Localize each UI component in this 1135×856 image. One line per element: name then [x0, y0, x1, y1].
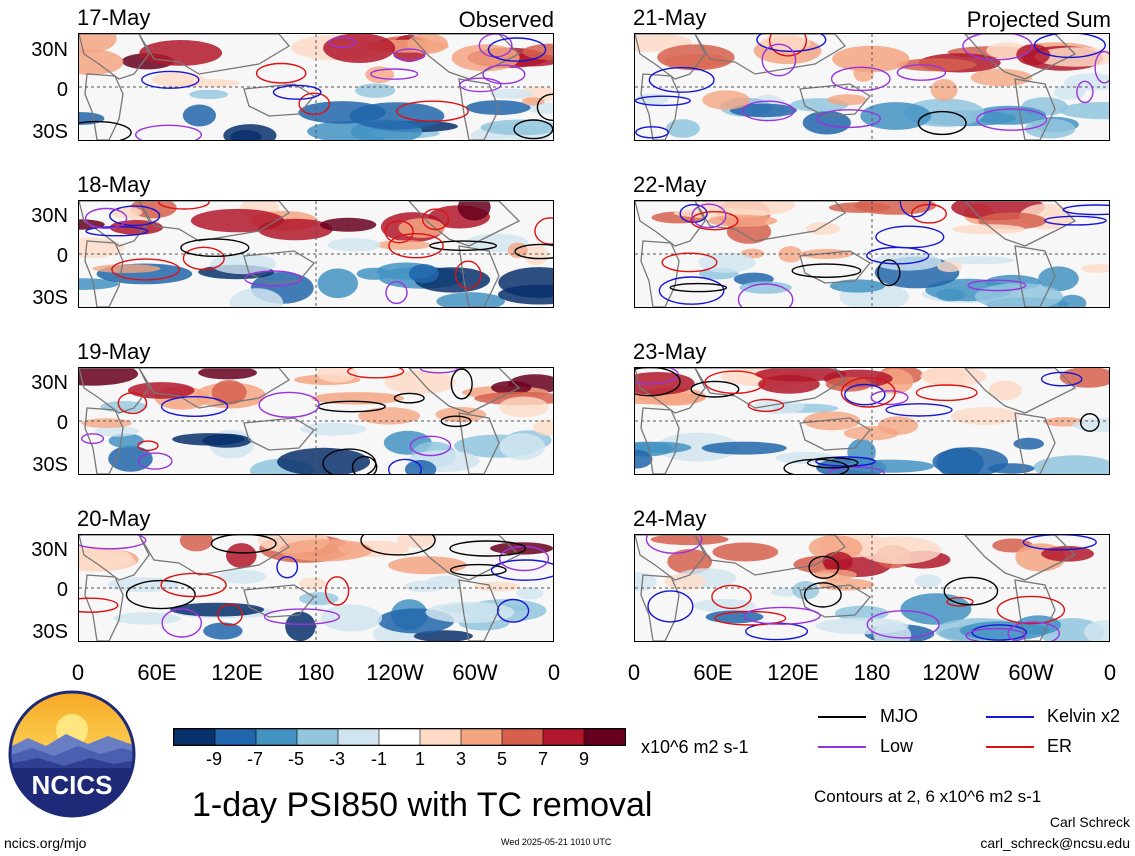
panel-date-22-may: 22-May — [633, 172, 707, 197]
colorbar-swatch — [255, 729, 298, 745]
projected-sum-label: Projected Sum — [966, 7, 1111, 32]
colorbar-swatch — [174, 729, 216, 745]
colorbar-swatch — [378, 729, 421, 745]
lat-label-30n: 30N — [31, 372, 68, 394]
lon-label: 120E — [211, 660, 263, 685]
lon-label: 120W — [366, 660, 424, 685]
lon-label: 120E — [767, 660, 819, 685]
lat-label-30s: 30S — [32, 454, 68, 476]
colorbar-swatch — [542, 729, 585, 745]
colorbar — [173, 728, 626, 746]
lat-label-eq: 0 — [56, 412, 68, 434]
lon-label: 180 — [297, 660, 335, 685]
lat-label-eq: 0 — [56, 245, 68, 267]
colorbar-tick-label: 1 — [414, 749, 425, 769]
colorbar-swatch — [214, 729, 257, 745]
lon-label: 0 — [547, 660, 561, 685]
lon-label: 60E — [137, 660, 177, 685]
panel-date-23-may: 23-May — [633, 339, 707, 364]
map-panel-22-may — [634, 200, 1110, 308]
colorbar-swatch — [296, 729, 339, 745]
lat-label-30n: 30N — [31, 205, 68, 227]
colorbar-tick-label: -1 — [370, 749, 387, 769]
legend-line-er — [986, 746, 1034, 748]
panel-date-24-may: 24-May — [633, 506, 707, 531]
lon-label: 0 — [1103, 660, 1117, 685]
lat-label-eq: 0 — [56, 579, 68, 601]
legend-label-kelvin: Kelvin x2 — [1047, 706, 1121, 726]
colorbar-tick-label: -3 — [328, 749, 345, 769]
map-panel-23-may — [634, 367, 1110, 475]
colorbar-tick-label: -9 — [205, 749, 222, 769]
panel-date-18-may: 18-May — [77, 172, 151, 197]
lat-label-30s: 30S — [32, 121, 68, 143]
map-panel-18-may — [78, 200, 554, 308]
colorbar-swatch — [460, 729, 503, 745]
colorbar-tick-label: -5 — [287, 749, 304, 769]
colorbar-swatch — [583, 729, 625, 745]
lat-label-eq: 0 — [56, 79, 68, 101]
contours-note: Contours at 2, 6 x10^6 m2 s-1 — [814, 787, 1042, 806]
legend-label-low: Low — [880, 736, 914, 756]
lon-label: 0 — [627, 660, 641, 685]
observed-label: Observed — [458, 7, 554, 32]
lat-label-30n: 30N — [31, 539, 68, 561]
ncics-logo: NCICS — [8, 690, 136, 818]
map-panel-21-may — [634, 33, 1110, 141]
colorbar-tick-label: 5 — [496, 749, 507, 769]
panel-date-19-may: 19-May — [77, 339, 151, 364]
legend-label-mjo: MJO — [880, 706, 918, 726]
lat-label-30s: 30S — [32, 287, 68, 309]
figure-title: 1-day PSI850 with TC removal — [192, 786, 653, 824]
panel-date-21-may: 21-May — [633, 5, 707, 30]
legend-line-mjo — [818, 716, 866, 718]
lat-label-30n: 30N — [31, 39, 68, 61]
lon-label: 60E — [693, 660, 733, 685]
map-panel-17-may — [78, 33, 554, 141]
colorbar-units: x10^6 m2 s-1 — [641, 737, 749, 757]
lon-label: 180 — [853, 660, 891, 685]
lon-label: 60W — [1008, 660, 1054, 685]
lon-label: 120W — [922, 660, 980, 685]
map-panel-19-may — [78, 367, 554, 475]
lat-label-30s: 30S — [32, 621, 68, 643]
legend-line-kelvin — [986, 716, 1034, 718]
colorbar-swatch — [337, 729, 380, 745]
colorbar-tick-label: -7 — [246, 749, 263, 769]
author-email[interactable]: carl_schreck@ncsu.edu — [980, 835, 1130, 851]
author-name: Carl Schreck — [1049, 814, 1130, 830]
legend-label-er: ER — [1047, 736, 1073, 756]
colorbar-tick-label: 9 — [578, 749, 589, 769]
svg-text:NCICS: NCICS — [32, 770, 113, 800]
panel-date-20-may: 20-May — [77, 506, 151, 531]
colorbar-swatch — [419, 729, 462, 745]
lon-label: 60W — [452, 660, 498, 685]
legend-line-low — [818, 746, 866, 748]
map-panel-20-may — [78, 534, 554, 642]
colorbar-tick-label: 7 — [537, 749, 548, 769]
map-panel-24-may — [634, 534, 1110, 642]
colorbar-tick-label: 3 — [455, 749, 466, 769]
footer-url[interactable]: ncics.org/mjo — [4, 835, 87, 851]
panel-date-17-may: 17-May — [77, 5, 151, 30]
colorbar-swatch — [501, 729, 544, 745]
footer-timestamp: Wed 2025-05-21 1010 UTC — [501, 837, 612, 847]
lon-label: 0 — [71, 660, 85, 685]
